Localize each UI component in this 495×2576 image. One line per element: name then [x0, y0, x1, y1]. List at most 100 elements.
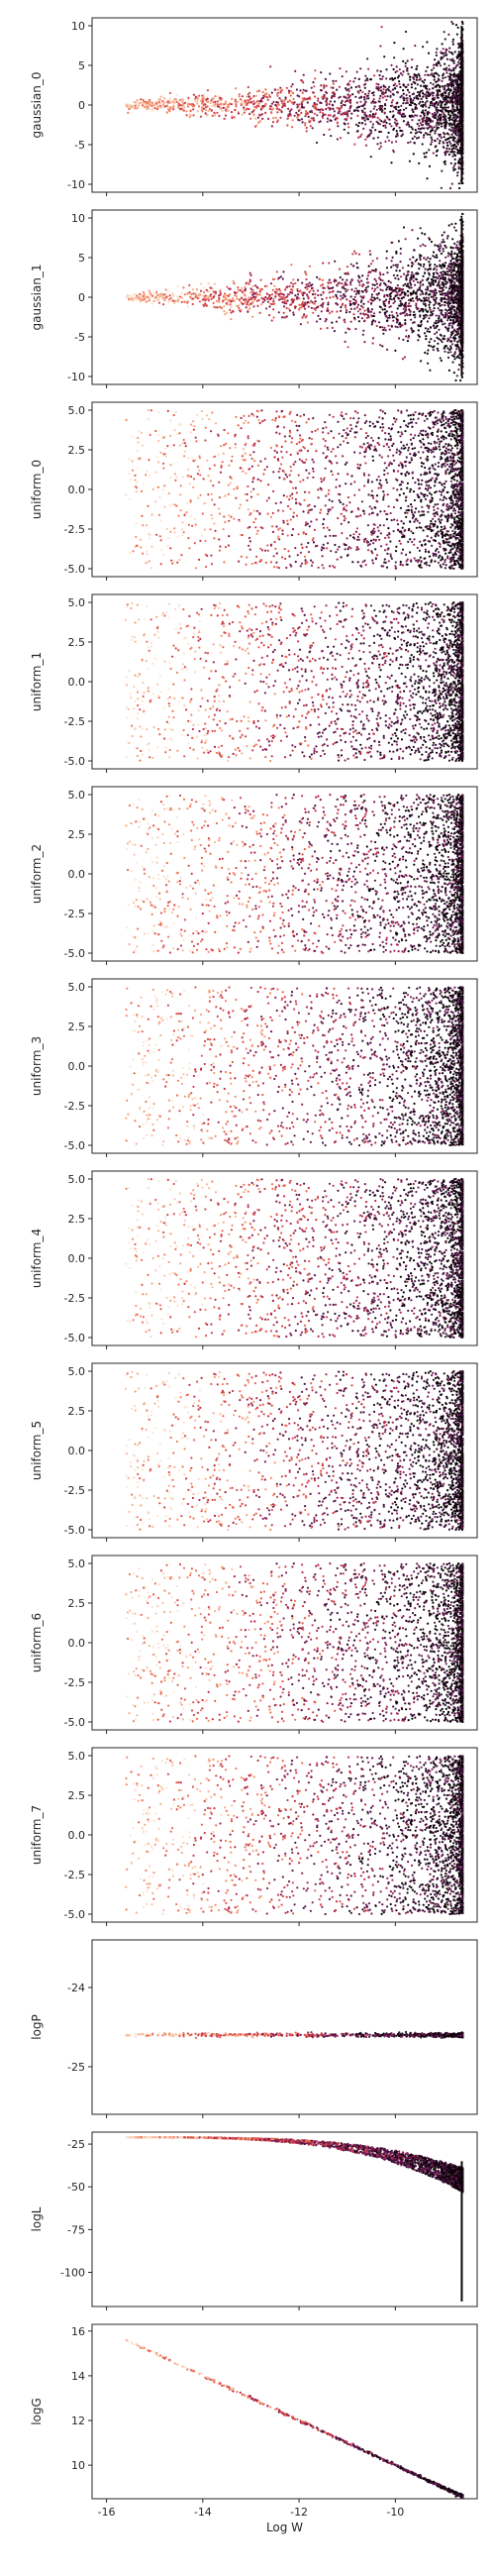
data-point — [433, 78, 436, 81]
data-point — [407, 83, 410, 86]
data-point — [443, 337, 446, 340]
data-point — [332, 107, 335, 111]
data-point — [319, 101, 322, 104]
data-point — [439, 135, 442, 138]
data-point — [189, 295, 192, 298]
data-point — [341, 282, 344, 285]
data-point — [426, 111, 429, 115]
data-point — [451, 166, 455, 169]
data-point — [456, 141, 459, 144]
data-point — [191, 302, 194, 306]
data-point — [438, 123, 441, 126]
data-point — [301, 97, 304, 100]
data-point — [288, 110, 291, 113]
data-point — [145, 100, 148, 104]
data-point — [340, 309, 343, 312]
data-point — [130, 104, 133, 107]
data-point — [365, 77, 368, 80]
data-point — [412, 110, 415, 114]
data-point — [248, 280, 251, 283]
data-point — [406, 88, 409, 91]
data-point — [385, 98, 388, 101]
data-point — [256, 304, 259, 307]
data-point — [320, 293, 323, 296]
data-point — [227, 294, 231, 297]
data-point — [312, 311, 315, 314]
data-point — [457, 116, 461, 119]
data-point — [370, 314, 373, 317]
data-point — [322, 109, 325, 112]
data-point — [388, 297, 391, 300]
data-point — [219, 98, 223, 101]
data-point — [398, 67, 401, 71]
data-point — [416, 64, 419, 67]
data-point — [363, 113, 366, 116]
data-point — [442, 248, 445, 251]
data-point — [451, 106, 454, 109]
data-point — [402, 92, 405, 95]
data-point — [411, 109, 414, 112]
data-point — [419, 77, 422, 80]
data-point — [447, 306, 450, 309]
data-point — [447, 113, 450, 116]
data-point — [431, 91, 434, 94]
data-point — [367, 300, 370, 303]
data-point — [426, 65, 429, 68]
data-point — [206, 89, 209, 92]
data-point — [424, 73, 427, 76]
data-point — [339, 107, 342, 110]
data-point — [434, 105, 437, 108]
data-point — [385, 121, 388, 124]
data-point — [289, 114, 292, 117]
data-point — [434, 132, 437, 135]
data-point — [427, 362, 430, 365]
data-point — [381, 109, 384, 112]
data-point — [432, 295, 435, 298]
data-point — [427, 349, 430, 352]
data-point — [447, 316, 451, 319]
data-point — [456, 60, 460, 63]
data-point — [355, 101, 358, 104]
data-point — [375, 324, 378, 328]
data-point — [317, 99, 320, 102]
data-point — [445, 245, 447, 248]
data-point — [323, 133, 326, 137]
data-point — [345, 70, 347, 73]
data-point — [425, 292, 428, 295]
data-point — [447, 64, 450, 67]
data-point — [395, 269, 398, 272]
data-point — [221, 103, 224, 106]
data-point — [399, 261, 402, 264]
data-point — [219, 103, 222, 106]
data-point — [438, 284, 442, 287]
data-point — [397, 74, 401, 77]
data-point — [363, 319, 366, 322]
data-point — [338, 316, 341, 319]
data-point — [339, 281, 342, 284]
data-point — [393, 106, 396, 109]
data-point — [453, 328, 456, 331]
data-point — [373, 296, 376, 299]
data-point — [363, 288, 367, 291]
data-point — [447, 88, 450, 91]
data-point — [421, 119, 425, 122]
data-point — [162, 104, 165, 107]
data-point — [237, 286, 240, 289]
data-point — [380, 106, 383, 109]
data-point — [377, 122, 380, 125]
data-point — [406, 66, 409, 70]
data-point — [361, 90, 364, 94]
data-point — [320, 71, 323, 74]
data-point — [363, 309, 366, 312]
data-point — [450, 145, 453, 148]
data-point — [168, 91, 171, 95]
data-point — [399, 247, 402, 251]
data-point — [428, 273, 431, 276]
data-point — [163, 97, 166, 100]
data-point — [345, 111, 347, 115]
data-point — [241, 286, 244, 289]
data-point — [432, 349, 435, 352]
data-point — [341, 99, 344, 103]
data-point — [139, 292, 142, 296]
data-point — [418, 102, 421, 105]
